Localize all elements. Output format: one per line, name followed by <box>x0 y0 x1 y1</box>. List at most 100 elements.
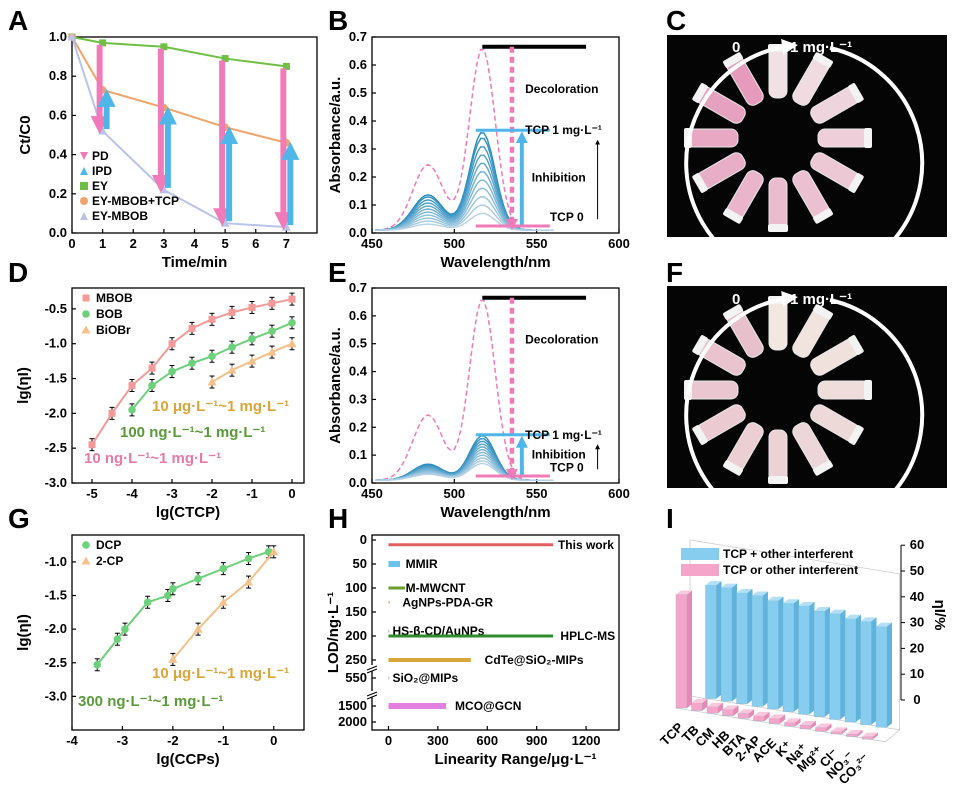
d-xtick-label: -3 <box>166 486 178 501</box>
d-point-1 <box>268 327 276 335</box>
f-tube <box>792 304 833 358</box>
i-bar-pink-side <box>857 730 863 737</box>
a-xtick-label: 4 <box>191 236 199 251</box>
i-bar-blue <box>798 605 810 715</box>
photo-c-ring-arrow <box>684 39 925 284</box>
d-point-1 <box>248 335 256 343</box>
h-axis-break <box>366 691 378 697</box>
d-point-0 <box>228 308 236 316</box>
d-ytick-label: -2.5 <box>45 440 67 455</box>
photo-c-label-0: 0 <box>732 39 740 56</box>
i-bar-blue-top <box>814 607 830 612</box>
b-ytick-label: 0.5 <box>349 85 367 100</box>
d-point-1 <box>168 367 176 376</box>
a-xlabel: Time/min <box>162 254 228 271</box>
e-xtick-label: 600 <box>608 486 630 501</box>
i-bar-blue-side <box>716 581 722 699</box>
d-point-2 <box>247 356 257 365</box>
i-bar-blue <box>720 587 733 702</box>
f-tube-cap <box>848 335 864 355</box>
h-method-label: AgNPs-PDA-GR <box>402 595 493 609</box>
e-ylabel: Absorbance/a.u. <box>327 327 344 444</box>
a-xtick-label: 7 <box>283 236 290 251</box>
h-xtick-label: 1200 <box>572 733 601 748</box>
photo-c-label-1: 1 mg·L⁻¹ <box>790 39 852 56</box>
f-tube-cap <box>692 335 708 355</box>
i-bar-pink <box>675 594 688 709</box>
i-bar-pink <box>753 715 765 722</box>
chart-g: -4 -3 -2 -1 0 -1.0 -1.5 -2.0 -2.5 -3.0 lg(CCPs) lg(… <box>15 534 305 768</box>
d-point-2 <box>267 347 277 356</box>
e-ytick-label: 0.1 <box>349 447 367 462</box>
d-point-0 <box>128 382 136 389</box>
a-point-2 <box>67 32 77 41</box>
h-method-label: MMIR <box>406 557 438 571</box>
c-tube-cap <box>813 52 833 68</box>
a-ytick-label: 0.4 <box>49 147 68 162</box>
g-legend-label: 2-CP <box>96 554 123 568</box>
g-point-0 <box>219 564 228 573</box>
i-bar-pink-top <box>753 711 770 716</box>
a-legend-label: EY-MBOB <box>92 209 148 223</box>
e-xtick-label: 450 <box>361 486 383 501</box>
i-bar-pink-side <box>733 705 739 716</box>
a-legend-label: IPD <box>92 164 112 178</box>
i-bar-pink-top <box>800 720 816 725</box>
chart-i: 0102030405060ηI/%TCPTBCMHBBTA2-APACEK⁺Na… <box>657 537 948 785</box>
f-tube <box>692 404 746 445</box>
chart-a: 0 1 2 3 4 5 6 7 0.0 0.2 0.4 0.6 0.8 1.0 Time/min Ct/C0 P… <box>17 29 318 271</box>
b-tcp0-label: TCP 0 <box>550 210 584 224</box>
i-bar-pink-side <box>811 720 816 729</box>
b-ytick-label: 0.7 <box>349 29 367 44</box>
a-ytick-label: 1.0 <box>49 29 67 44</box>
b-tcp1-label: TCP 1 mg·L⁻¹ <box>525 123 602 137</box>
g-ytick-label: -2.0 <box>45 621 67 636</box>
g-ytick-label: -1.0 <box>45 554 67 569</box>
i-bar-blue-side <box>809 601 815 715</box>
g-point-0 <box>244 554 253 563</box>
h-method-label: CdTe@SiO₂-MIPs <box>485 653 584 667</box>
h-axis-break <box>366 665 378 671</box>
b-ytick-label: 0.1 <box>349 197 367 212</box>
c-tube-cap <box>813 208 833 224</box>
g-point-0 <box>143 598 152 607</box>
c-tube <box>692 152 746 193</box>
e-ytick-label: 0.6 <box>349 308 367 323</box>
d-point-2 <box>207 377 217 386</box>
d-ylabel: lg(ηI) <box>15 367 32 404</box>
d-fit-line-1 <box>131 321 293 411</box>
e-spectrum <box>375 462 554 481</box>
d-point-0 <box>188 324 196 332</box>
a-legend-marker <box>80 212 88 220</box>
d-point-0 <box>248 304 256 311</box>
e-ytick-label: 0.0 <box>349 475 367 490</box>
i-bar-pink-side <box>702 698 708 711</box>
a-legend-marker <box>80 152 88 160</box>
e-xtick-label: 550 <box>526 486 548 501</box>
b-xtick-label: 600 <box>608 236 630 251</box>
panel-label-b: B <box>328 5 348 36</box>
f-tube <box>792 422 833 476</box>
h-ytick-label: 550 <box>345 670 367 685</box>
g-point-0 <box>113 635 122 644</box>
f-tube-cap <box>723 460 743 476</box>
a-legend-label: PD <box>92 149 109 163</box>
f-tube <box>723 422 764 476</box>
i-bar-blue-top <box>736 588 753 593</box>
g-xtick-label: 0 <box>270 733 277 748</box>
i-ztick-label: 40 <box>910 589 924 604</box>
c-tube-cap <box>768 224 788 232</box>
panel-label-e: E <box>328 257 347 288</box>
chart-h: 0 300 600 900 1200 0 50 100 150 200 250 550 15002000… <box>325 532 620 768</box>
h-ytick-label: 2000 <box>338 714 367 729</box>
a-legend-marker <box>80 197 88 205</box>
g-point-1 <box>269 547 279 556</box>
i-bar-pink-side <box>780 714 785 724</box>
d-ytick-label: -1.5 <box>45 371 67 386</box>
g-ytick-label: -3.0 <box>45 688 67 703</box>
i-ztick-label: 0 <box>913 692 920 707</box>
f-tube-cap <box>723 304 743 320</box>
b-xtick-label: 550 <box>526 236 548 251</box>
i-bar-blue-side <box>825 607 830 717</box>
i-bar-blue <box>860 621 872 725</box>
